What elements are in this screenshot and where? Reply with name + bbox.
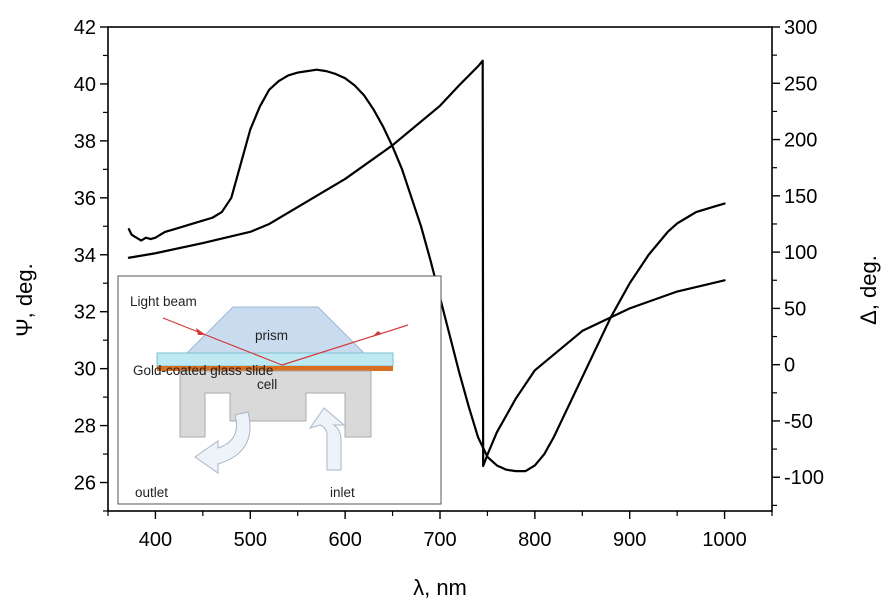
inset-outlet-label: outlet [135,485,168,500]
outlet-arrow [194,411,251,474]
series-line-psi [127,68,726,473]
y-left-tick-label: 38 [74,131,96,153]
y-right-tick-label: 300 [784,17,817,39]
x-tick-label: 500 [234,529,267,551]
x-axis-ticks: 400 500 600 700 800 900 1000 [107,511,773,551]
y-right-axis-ticks: -100 -50 0 50 100 150 200 250 300 [772,17,824,506]
x-axis-label: λ, nm [413,575,467,600]
y-right-tick-label: 50 [784,298,806,320]
y-left-tick-label: 32 [74,302,96,324]
y-left-tick-label: 26 [74,473,96,495]
incident-beam [162,317,283,366]
gold-layer [157,366,393,371]
x-tick-label: 600 [328,529,361,551]
y-left-tick-label: 40 [74,74,96,96]
series-layer [127,59,726,473]
y-right-tick-label: -100 [784,467,824,489]
incident-beam-arrowhead [196,328,206,335]
x-tick-label: 800 [518,529,551,551]
inset-inlet-label: inlet [330,485,355,500]
y-left-tick-label: 30 [74,359,96,381]
y-right-axis-label: Δ, deg. [856,255,881,325]
inset-cell-label: cell [257,377,277,392]
reflected-beam [281,324,409,366]
y-right-tick-label: 0 [784,355,795,377]
y-left-axis-label: Ψ, deg. [12,263,37,336]
y-right-tick-label: 100 [784,242,817,264]
y-left-axis-ticks: 26 28 30 32 34 36 38 40 42 [74,17,108,512]
y-left-tick-label: 28 [74,416,96,438]
x-tick-label: 1000 [702,529,747,551]
y-right-tick-label: -50 [784,411,813,433]
inset-light-beam-label: Light beam [130,294,197,309]
y-left-tick-label: 36 [74,188,96,210]
y-right-tick-label: 250 [784,73,817,95]
series-line-delta [127,59,726,468]
inset-prism-label: prism [255,328,288,343]
y-right-tick-label: 150 [784,186,817,208]
y-left-tick-label: 42 [74,17,96,39]
inset-diagram: Light beam prism Gold-coated glass slide… [117,275,442,505]
y-right-tick-label: 200 [784,130,817,152]
inlet-arrow [308,407,346,471]
x-tick-label: 900 [613,529,646,551]
y-left-tick-label: 34 [74,245,96,267]
reflected-beam-arrowhead [372,331,382,337]
cell-shape [179,370,372,438]
x-tick-label: 400 [139,529,172,551]
x-tick-label: 700 [423,529,456,551]
inset-slide-label: Gold-coated glass slide [133,363,273,378]
